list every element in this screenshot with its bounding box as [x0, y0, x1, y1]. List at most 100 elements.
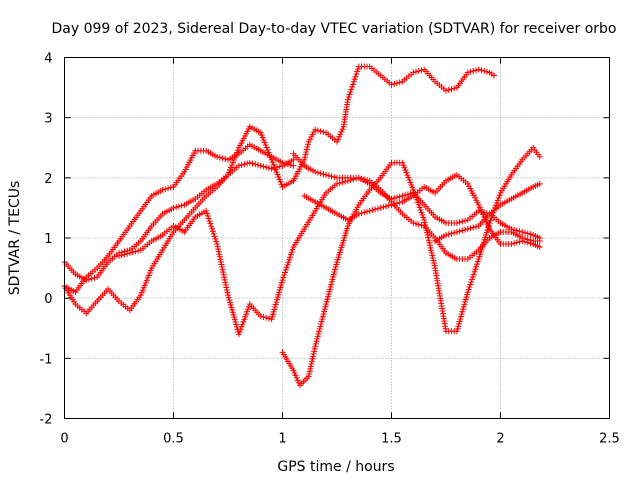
data-point [415, 201, 422, 208]
data-point [513, 239, 520, 246]
data-point [431, 262, 438, 269]
data-point [347, 88, 354, 95]
data-point [323, 171, 330, 178]
data-point [413, 220, 420, 227]
x-tick-label: 1.5 [381, 432, 402, 447]
y-tick-label: 3 [44, 112, 52, 127]
data-point [280, 274, 287, 281]
data-point [242, 313, 249, 320]
data-point [490, 209, 497, 216]
data-point [257, 162, 264, 169]
data-point [215, 246, 222, 253]
data-point [346, 91, 353, 98]
data-point [351, 76, 358, 83]
data-point [204, 210, 211, 217]
data-point [91, 274, 98, 281]
data-point [470, 271, 477, 278]
chart-title: Day 099 of 2023, Sidereal Day-to-day VTE… [52, 21, 617, 37]
data-point [336, 133, 343, 140]
data-point [391, 201, 398, 208]
data-point [88, 275, 95, 282]
data-point [293, 374, 300, 381]
data-point [254, 162, 261, 169]
data-point [399, 192, 406, 199]
data-point [374, 205, 381, 212]
satellite-track-3 [61, 123, 297, 317]
data-point [430, 260, 437, 267]
data-point [422, 224, 429, 231]
data-point [241, 316, 248, 323]
data-point [410, 69, 417, 76]
y-tick-label: 1 [44, 232, 52, 247]
data-point [464, 69, 471, 76]
data-point [519, 238, 526, 245]
data-point [494, 197, 501, 204]
data-point [422, 222, 429, 229]
data-point [350, 78, 357, 85]
data-point [217, 258, 224, 265]
y-tick-label: 2 [44, 172, 52, 187]
data-point [235, 331, 242, 338]
data-point [349, 83, 356, 90]
data-point [260, 163, 267, 170]
data-point [527, 231, 534, 238]
data-point [470, 68, 477, 75]
data-point [170, 204, 177, 211]
data-point [282, 160, 289, 167]
data-point [243, 311, 250, 318]
data-point [282, 266, 289, 273]
data-point [303, 149, 310, 156]
data-point [205, 215, 212, 222]
data-point [524, 230, 531, 237]
data-point [363, 208, 370, 215]
data-point [263, 314, 270, 321]
data-point [483, 68, 490, 75]
data-point [307, 363, 314, 370]
satellite-track-4 [116, 174, 543, 338]
data-point [214, 243, 221, 250]
data-point [456, 219, 463, 226]
data-point [241, 161, 248, 168]
satellite-track-6 [290, 150, 543, 241]
data-point [238, 162, 245, 169]
data-point [311, 348, 318, 355]
data-point [281, 272, 288, 279]
data-point [430, 257, 437, 264]
data-point [470, 224, 477, 231]
data-point [475, 66, 482, 73]
data-point [334, 180, 340, 187]
data-point [428, 247, 435, 254]
data-point [511, 240, 518, 247]
data-point [451, 85, 458, 92]
data-point [236, 328, 243, 335]
data-point [396, 199, 403, 206]
data-point [308, 360, 315, 367]
data-point [496, 192, 503, 199]
data-point [206, 218, 213, 225]
data-point [135, 247, 142, 254]
y-tick-label: 4 [44, 52, 52, 67]
data-point [308, 358, 315, 365]
tick-layer: 0 0.5 1 1.5 2 2.5 -2 -1 0 1 2 3 4 [40, 52, 620, 447]
data-point [214, 153, 221, 160]
data-point [279, 159, 286, 166]
data-point [244, 306, 251, 313]
data-point [456, 228, 463, 235]
data-point [487, 217, 494, 224]
data-point [468, 276, 475, 283]
data-point [448, 230, 455, 237]
data-point [516, 238, 523, 245]
y-tick-label: 0 [44, 292, 52, 307]
x-tick-label: 0.5 [163, 432, 184, 447]
data-point [352, 73, 359, 80]
data-point [287, 254, 294, 261]
data-point [445, 86, 452, 93]
data-point [221, 276, 228, 283]
data-point [222, 281, 229, 288]
data-point [310, 350, 317, 357]
data-point [421, 219, 428, 226]
data-point [320, 171, 327, 178]
data-point [244, 308, 251, 315]
data-point [462, 226, 469, 233]
data-point [279, 277, 286, 284]
